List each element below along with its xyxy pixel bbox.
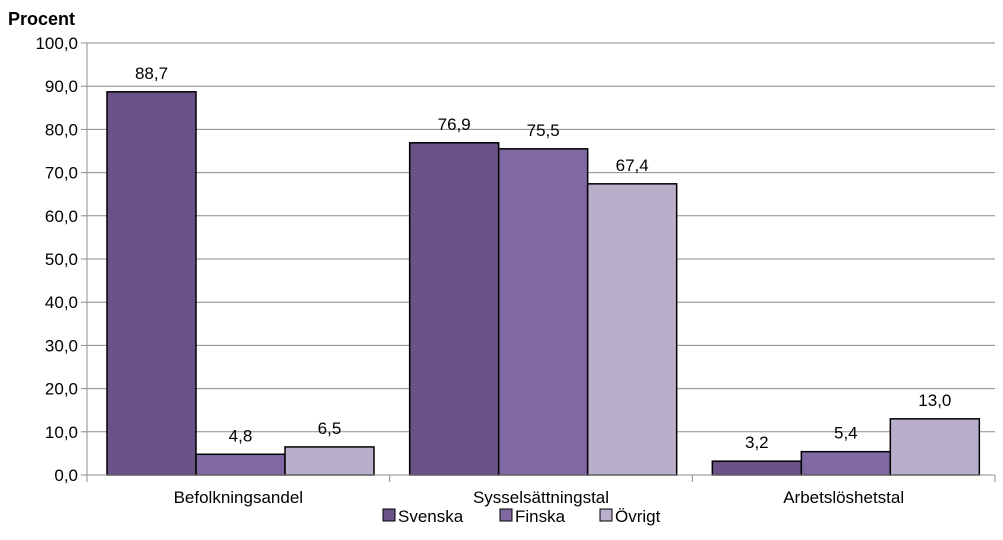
- legend-swatch-finska: [499, 508, 513, 522]
- y-tick-label: 80,0: [45, 120, 78, 139]
- y-tick-label: 20,0: [45, 380, 78, 399]
- legend-label: Svenska: [398, 507, 464, 526]
- bar-finska: [497, 148, 589, 476]
- y-tick-label: 0,0: [54, 466, 78, 485]
- bar-övrigt: [284, 446, 375, 476]
- y-tick-label: 90,0: [45, 77, 78, 96]
- bar-svenska: [711, 460, 803, 476]
- bar-finska: [195, 453, 286, 476]
- y-tick-label: 40,0: [45, 293, 78, 312]
- x-category-label: Arbetslöshetstal: [783, 488, 904, 507]
- data-label: 6,5: [318, 419, 342, 438]
- bar-svenska: [408, 142, 500, 476]
- legend: Svenska Finska Övrigt: [382, 507, 661, 526]
- data-label: 5,4: [834, 424, 858, 443]
- bar-finska: [800, 450, 892, 476]
- legend-label: Finska: [515, 507, 566, 526]
- x-category-label: Befolkningsandel: [174, 488, 303, 507]
- data-label: 75,5: [527, 121, 560, 140]
- data-label: 76,9: [438, 115, 471, 134]
- y-tick-label: 60,0: [45, 207, 78, 226]
- y-tick-label: 50,0: [45, 250, 78, 269]
- bar-övrigt: [586, 183, 678, 476]
- x-category-label: Sysselsättningstal: [473, 488, 609, 507]
- data-label: 13,0: [918, 391, 951, 410]
- data-label: 88,7: [135, 64, 168, 83]
- y-tick-label: 30,0: [45, 336, 78, 355]
- data-label: 4,8: [229, 426, 253, 445]
- data-labels: 88,7 4,8 6,5 76,9 75,5 67,4 3,2 5,4 13,0: [135, 64, 951, 452]
- axes: 0,0 10,0 20,0 30,0 40,0 50,0 60,0 70,0 80,0 90,0 1…: [35, 34, 996, 507]
- data-label: 67,4: [616, 156, 649, 175]
- bars: [106, 91, 981, 476]
- legend-swatch-svenska: [382, 508, 396, 522]
- data-label: 3,2: [745, 433, 769, 452]
- y-axis-title: Procent: [8, 9, 75, 29]
- y-tick-label: 100,0: [35, 34, 78, 53]
- y-tick-label: 10,0: [45, 423, 78, 442]
- bar-svenska: [106, 91, 197, 476]
- bar-övrigt: [889, 418, 981, 476]
- legend-swatch-övrigt: [599, 508, 613, 522]
- legend-label: Övrigt: [615, 507, 661, 526]
- y-tick-label: 70,0: [45, 164, 78, 183]
